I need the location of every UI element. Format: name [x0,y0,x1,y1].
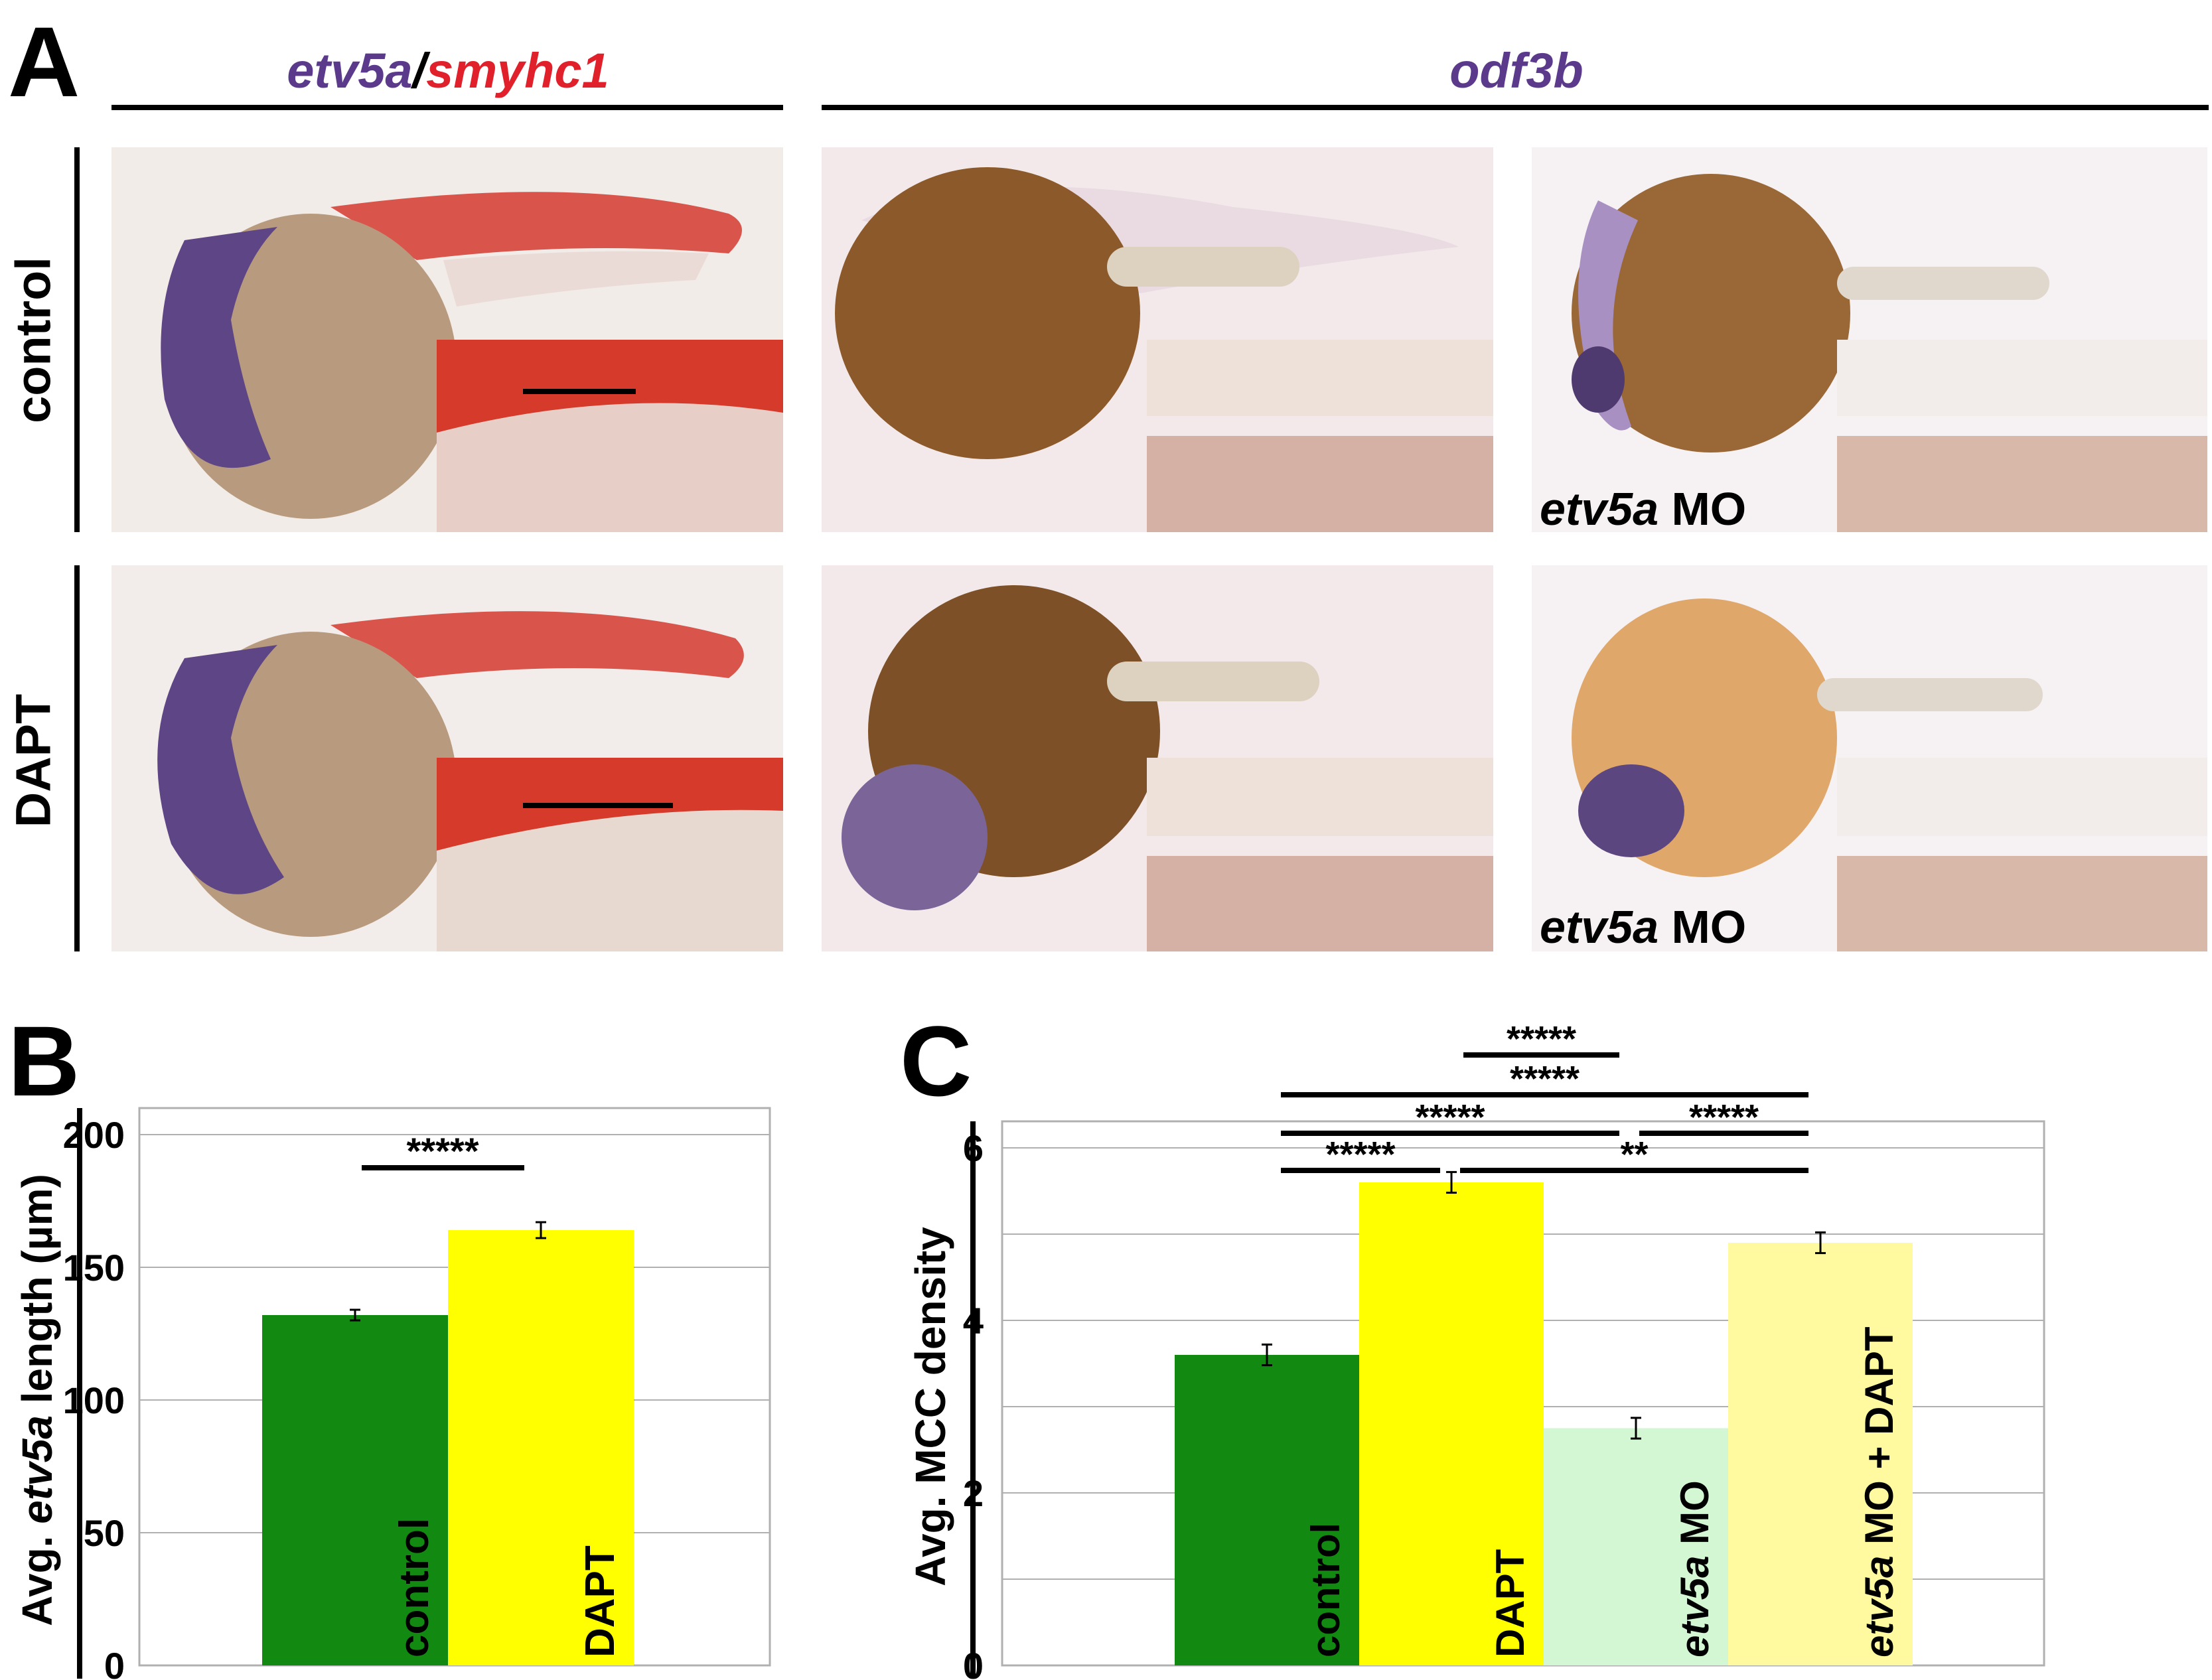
y-axis-label: Avg. etv5a length (µm) [13,1174,61,1626]
embryo-image [1532,565,2207,951]
y-axis-label-suffix: length (µm) [13,1174,61,1415]
photo-control-etv5a-smyhc1 [111,147,783,532]
photo-control-odf3b [822,147,1493,532]
header-gene-smyhc1: smyhc1 [426,43,609,98]
bar-etv5a-mo-dapt [1728,1243,1913,1665]
bar-dapt [448,1230,634,1665]
y-axis-label-gene: etv5a [13,1415,61,1524]
significance-label: ***** [407,1130,479,1172]
row-label-dapt: DAPT [5,693,61,828]
bar-dapt [1359,1182,1544,1665]
header-odf3b: odf3b [1449,43,1584,98]
panel-b-letter: B [8,1005,80,1117]
row-bar-dapt [74,565,80,951]
significance-label: ***** [1689,1097,1759,1137]
bar-label-etv5a-mo-dapt: etv5a MO + DAPT [1857,1327,1901,1658]
header-gene-etv5a: etv5a [287,43,413,98]
header-separator: / [412,43,427,98]
photo-dapt-odf3b-etv5a-mo: etv5a MO [1532,565,2207,951]
bar-control [1175,1355,1359,1665]
bar-control [262,1315,448,1665]
y-tick-label: 150 [63,1247,125,1289]
mo-label-row1: etv5a MO [1540,482,1746,532]
photo-control-odf3b-etv5a-mo: etv5a MO [1532,147,2207,532]
significance-label: ***** [1325,1135,1395,1174]
bar-label-control: control [1303,1523,1348,1657]
header-etv5a-smyhc1: etv5a/smyhc1 [113,42,783,99]
photo-dapt-odf3b [822,565,1493,951]
significance-label: ***** [1510,1059,1580,1099]
bar-label-dapt: DAPT [1488,1549,1532,1657]
header-rule-left [111,105,783,110]
bar-label-rest: MO [1672,1480,1717,1555]
panel-c-letter: C [900,1005,972,1117]
embryo-image [1532,147,2207,532]
bar-label-gene: etv5a [1672,1556,1717,1657]
y-axis-label-prefix: Avg. [13,1524,61,1626]
y-tick-label: 100 [63,1379,125,1421]
mo-label-suffix: MO [1659,483,1747,532]
photo-dapt-etv5a-smyhc1 [111,565,783,951]
bar-label-control: control [392,1518,437,1657]
embryo-image [822,565,1493,951]
significance-label: ***** [1415,1097,1485,1137]
mo-label-gene: etv5a [1540,483,1659,532]
y-tick-label: 50 [84,1512,125,1554]
bar-etv5a-mo [1544,1428,1728,1665]
mo-label-gene: etv5a [1540,901,1659,951]
significance-label: ** [1620,1135,1648,1174]
bar-label-rest: MO + DAPT [1857,1327,1901,1556]
header-rule-right [822,105,2209,110]
y-axis-label: Avg. MCC density [907,1227,954,1586]
row-label-control: control [5,257,61,423]
embryo-image [111,565,783,951]
significance-label: ***** [1507,1019,1576,1059]
mo-label-row2: etv5a MO [1540,900,1746,951]
bar-label-etv5a-mo: etv5a MO [1672,1480,1717,1657]
bar-label-dapt: DAPT [577,1545,623,1657]
embryo-image [111,147,783,532]
y-tick-label: 200 [63,1114,125,1156]
bar-label-gene: etv5a [1857,1556,1901,1657]
panel-a-letter: A [8,6,80,117]
y-tick-label: 0 [104,1645,125,1680]
mo-label-suffix: MO [1659,901,1747,951]
embryo-image [822,147,1493,532]
row-bar-control [74,147,80,532]
